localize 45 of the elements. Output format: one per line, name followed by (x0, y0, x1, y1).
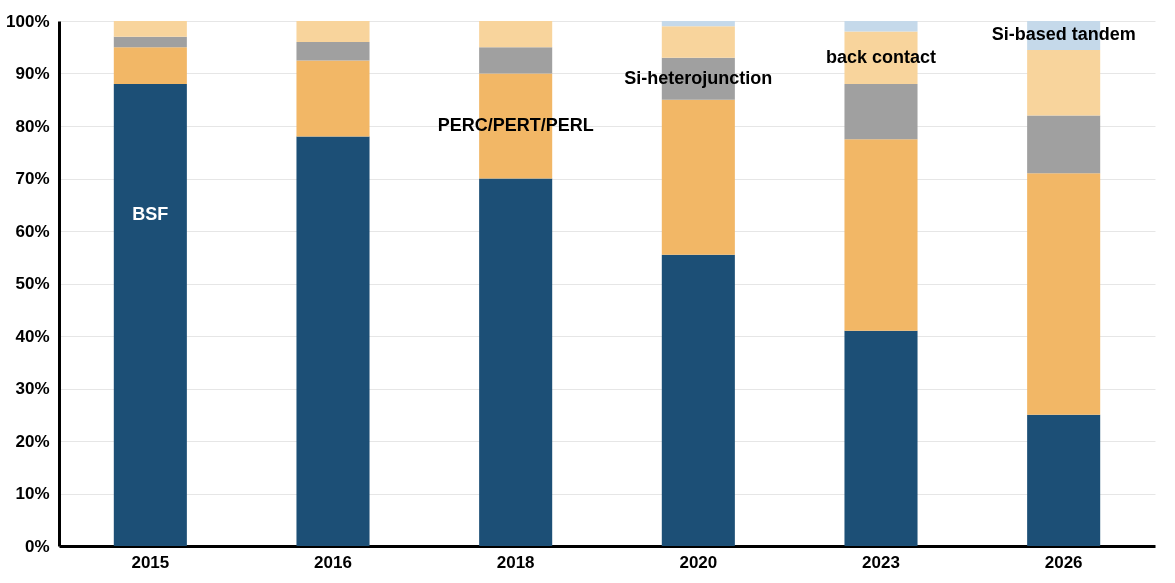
bar (296, 21, 370, 42)
x-tick-label: 2026 (1044, 552, 1083, 572)
bar (479, 21, 553, 48)
bar (113, 47, 187, 84)
bar (661, 99, 735, 255)
bar (1027, 115, 1101, 174)
bar (844, 21, 918, 32)
series-label: Si-heterojunction (624, 67, 773, 88)
y-tick-label: 70% (15, 169, 50, 188)
bar (113, 21, 187, 37)
bar (479, 47, 553, 74)
x-tick-label: 2020 (679, 552, 718, 572)
y-tick-label: 40% (15, 326, 50, 346)
bar (296, 60, 370, 137)
x-tick-label: 2018 (496, 552, 535, 572)
bar (296, 42, 370, 61)
series-label: BSF (132, 204, 169, 225)
series-label: back contact (825, 46, 937, 67)
y-tick-label: 60% (15, 221, 50, 241)
y-tick-label: 80% (15, 116, 50, 136)
y-tick-label: 20% (15, 431, 50, 451)
bar (661, 254, 735, 546)
bar (479, 178, 553, 546)
bar (844, 139, 918, 331)
y-tick-label: 0% (24, 536, 50, 556)
y-tick-label: 90% (15, 64, 50, 83)
bar (661, 21, 735, 27)
y-tick-label: 10% (15, 484, 50, 503)
series-label: Si-based tandem (991, 24, 1136, 45)
bar (296, 136, 370, 546)
bar (113, 36, 187, 48)
y-tick-label: 50% (15, 274, 50, 293)
bar (113, 84, 187, 546)
y-tick-label: 100% (6, 11, 50, 31)
bar (844, 330, 918, 546)
x-tick-label: 2023 (862, 552, 900, 572)
series-label: PERC/PERT/PERL (437, 115, 594, 135)
bar (661, 26, 735, 58)
x-tick-label: 2016 (314, 552, 352, 572)
bar (1027, 414, 1101, 546)
bar (1027, 49, 1101, 116)
x-tick-label: 2015 (131, 552, 170, 572)
y-tick-label: 30% (15, 379, 50, 398)
bar (844, 84, 918, 140)
bar (1027, 173, 1101, 415)
